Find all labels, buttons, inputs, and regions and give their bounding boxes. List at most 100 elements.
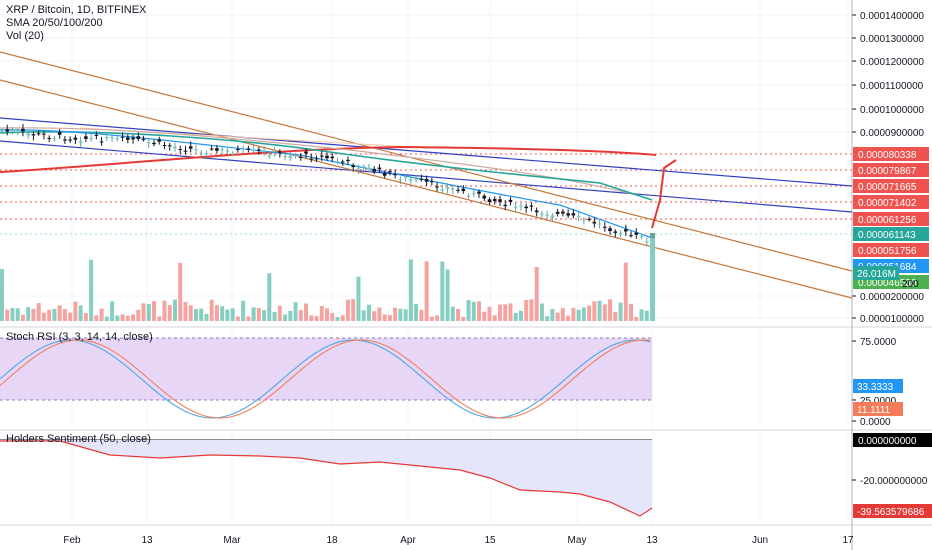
volume-bar (445, 269, 450, 321)
candle-body (194, 149, 198, 151)
volume-bar (487, 306, 492, 321)
candle-body (587, 218, 591, 220)
price-tick-label: 0.0001000000 (860, 105, 924, 116)
candle-body (36, 133, 41, 135)
rsi-label-text: 33.3333 (857, 382, 894, 393)
candle-body (430, 181, 434, 183)
candle-body (188, 146, 193, 149)
volume-bar (450, 306, 455, 321)
candle-body (204, 153, 209, 155)
candle-body (582, 219, 586, 221)
volume-bar (277, 305, 282, 321)
candle-body (555, 211, 560, 214)
candle-body (283, 155, 287, 157)
candle-body (141, 139, 146, 141)
candle-body (272, 150, 277, 152)
volume-bar (592, 301, 597, 321)
volume-bar (235, 316, 240, 321)
volume-bar (629, 303, 634, 321)
volume-bar (83, 313, 88, 321)
price-tick-label: 200 (902, 279, 919, 290)
sma20-line (0, 129, 653, 239)
candle-body (534, 210, 539, 213)
volume-bar (466, 299, 471, 321)
candle-body (644, 241, 649, 243)
volume-bar (288, 310, 293, 321)
price-label-box (853, 243, 929, 257)
sma-legend[interactable]: SMA 20/50/100/200 (6, 17, 103, 29)
price-label-box (853, 163, 929, 177)
volume-bar (62, 309, 67, 321)
candle-body (220, 149, 224, 151)
volume-bar (539, 303, 544, 321)
time-axis-label: 15 (484, 535, 496, 546)
volume-bar (340, 315, 345, 321)
volume-bar (131, 314, 136, 321)
volume-bar (214, 305, 219, 321)
candle-body (173, 146, 177, 149)
time-axis-label: Apr (400, 535, 416, 546)
candle-body (298, 156, 303, 158)
candle-body (487, 199, 492, 202)
candle-body (566, 213, 570, 216)
candle-body (152, 142, 156, 145)
candle-body (356, 168, 361, 170)
candle-body (10, 130, 15, 132)
candle-body (157, 139, 162, 142)
stoch-k-line (0, 339, 651, 419)
candle-body (115, 137, 120, 140)
candle-body (126, 137, 130, 140)
candle-body (15, 131, 20, 133)
candle-body (403, 176, 408, 178)
rsi-tick-label: 25.0000 (860, 396, 897, 407)
candle-body (414, 178, 418, 181)
volume-bar (99, 308, 104, 321)
volume-bar (20, 314, 25, 321)
candle-body (52, 138, 57, 140)
candle-body (440, 189, 445, 191)
volume-bar (408, 259, 413, 321)
volume-bar (141, 303, 146, 321)
volume-bar (351, 299, 356, 321)
price-label-text: 0.000071402 (858, 198, 917, 209)
price-label-text: 0.000061256 (858, 215, 917, 226)
volume-bar (471, 301, 476, 321)
volume-bar (283, 314, 288, 321)
candle-body (183, 150, 188, 152)
candle-body (477, 191, 481, 194)
volume-bar (125, 315, 130, 321)
volume-legend[interactable]: Vol (20) (6, 30, 44, 42)
candle-body (508, 199, 513, 202)
volume-bar (372, 311, 377, 321)
volume-bar (15, 308, 20, 321)
sentiment-label-box (853, 433, 932, 447)
sentiment-label-text: 0.000000000 (858, 436, 917, 447)
volume-bar (639, 309, 644, 321)
candle-body (618, 232, 623, 235)
volume-bar (613, 311, 618, 321)
stoch-rsi-title[interactable]: Stoch RSI (3, 3, 14, 14, close) (6, 331, 153, 343)
volume-bar (597, 300, 602, 321)
volume-bar (73, 301, 78, 321)
volume-bar (377, 307, 382, 321)
volume-bar (382, 314, 387, 321)
last-volume-bar (650, 238, 655, 321)
candle-body (461, 188, 466, 192)
volume-bar (335, 316, 340, 321)
symbol-title[interactable]: XRP / Bitcoin, 1D, BITFINEX (6, 4, 147, 16)
volume-label-box (853, 266, 899, 280)
volume-bar (356, 276, 361, 321)
candle-body (278, 151, 282, 153)
volume-bar (319, 305, 324, 321)
price-label-box (853, 179, 929, 193)
volume-bar (361, 310, 366, 321)
candle-body (73, 137, 78, 140)
channel-line-orange (0, 51, 853, 272)
sentiment-label-box (853, 504, 932, 518)
channel-line-orange (0, 79, 853, 299)
volume-bar (272, 312, 277, 321)
volume-bar (146, 304, 151, 321)
candle-body (456, 189, 460, 191)
sentiment-title[interactable]: Holders Sentiment (50, close) (6, 433, 151, 445)
